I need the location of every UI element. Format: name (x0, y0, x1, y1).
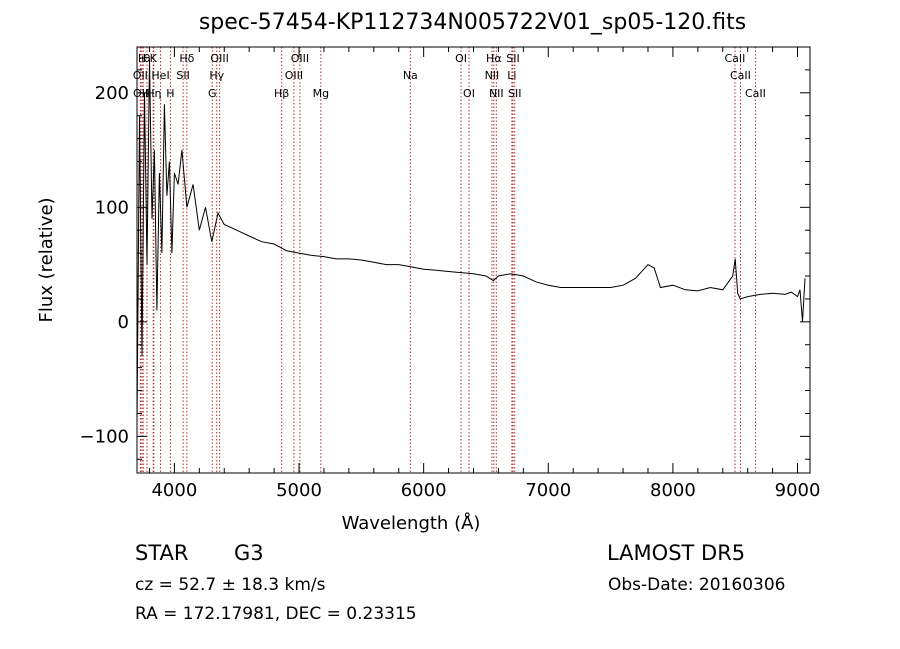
y-tick-label-2: 100 (95, 197, 129, 218)
x-tick-label-0: 4000 (151, 480, 197, 501)
ticks-layer: 4000 5000 6000 7000 8000 9000 −100 0 100 200 (80, 46, 821, 501)
line-label-top3-1: Hη (146, 87, 161, 100)
line-label-top1-8: Hα (486, 52, 502, 65)
line-label-top1-6: OIII (291, 52, 309, 65)
line-label-top1-0: H (138, 52, 146, 65)
line-label-top2-5: Na (403, 69, 418, 82)
survey-name: LAMOST DR5 (607, 541, 746, 565)
y-axis-label: Flux (relative) (36, 197, 57, 322)
line-label-top3-0: OII (133, 87, 148, 100)
line-label-top2-2: SII (176, 69, 189, 82)
line-label-top3-5: Mg (313, 87, 329, 100)
spectrum-series-line-0 (137, 58, 806, 425)
line-label-top2-1: HeI (151, 69, 169, 82)
chart-title: spec-57454-KP112734N005722V01_sp05-120.f… (198, 10, 747, 35)
line-label-top1-2: θ (144, 52, 151, 65)
line-label-top3-3: G (208, 87, 217, 100)
line-label-top3-6: OI (463, 87, 475, 100)
line-label-top3-4: Hβ (274, 87, 289, 100)
obs-date: Obs-Date: 20160306 (608, 575, 786, 595)
x-axis-label: Wavelength (Å) (342, 512, 481, 534)
line-label-top2-3: Hγ (209, 69, 224, 82)
x-tick-label-3: 7000 (525, 480, 571, 501)
line-label-top3-2: H (166, 87, 174, 100)
line-label-top1-1: ι (141, 52, 145, 65)
line-label-top1-4: Hδ (179, 52, 194, 65)
x-tick-label-1: 5000 (276, 480, 322, 501)
subclass: G3 (234, 541, 264, 565)
line-label-top1-9: SII (506, 52, 519, 65)
object-class: STAR (135, 541, 189, 565)
line-label-top2-4: OIII (285, 69, 303, 82)
y-tick-label-0: −100 (80, 426, 129, 447)
plot-frame (136, 46, 811, 474)
coordinates: RA = 172.17981, DEC = 0.23315 (135, 604, 417, 624)
line-labels-layer: Hιθ K Hδ OIII OIII OI Hα SII CaII OII HeI SII Hγ OIII… (133, 52, 766, 100)
line-label-top1-3: K (150, 52, 158, 65)
line-label-top2-6: NII (485, 69, 500, 82)
line-label-top2-8: CaII (730, 69, 751, 82)
line-label-top1-10: CaII (725, 52, 746, 65)
line-label-top1-5: OIII (210, 52, 228, 65)
emission-lines-layer (139, 47, 756, 473)
line-label-top3-9: CaII (745, 87, 766, 100)
line-label-top2-0: OII (133, 69, 148, 82)
line-label-top2-7: Li (507, 69, 516, 82)
series-layer (137, 58, 806, 425)
x-tick-label-2: 6000 (401, 480, 447, 501)
x-tick-label-4: 8000 (650, 480, 696, 501)
x-tick-label-5: 9000 (775, 480, 821, 501)
redshift-text: cz = 52.7 ± 18.3 km/s (135, 575, 326, 595)
y-tick-label-3: 200 (95, 83, 129, 104)
line-label-top1-7: OI (455, 52, 467, 65)
y-tick-label-1: 0 (118, 312, 129, 333)
line-label-top3-7: NII (489, 87, 504, 100)
line-label-top3-8: SII (508, 87, 521, 100)
